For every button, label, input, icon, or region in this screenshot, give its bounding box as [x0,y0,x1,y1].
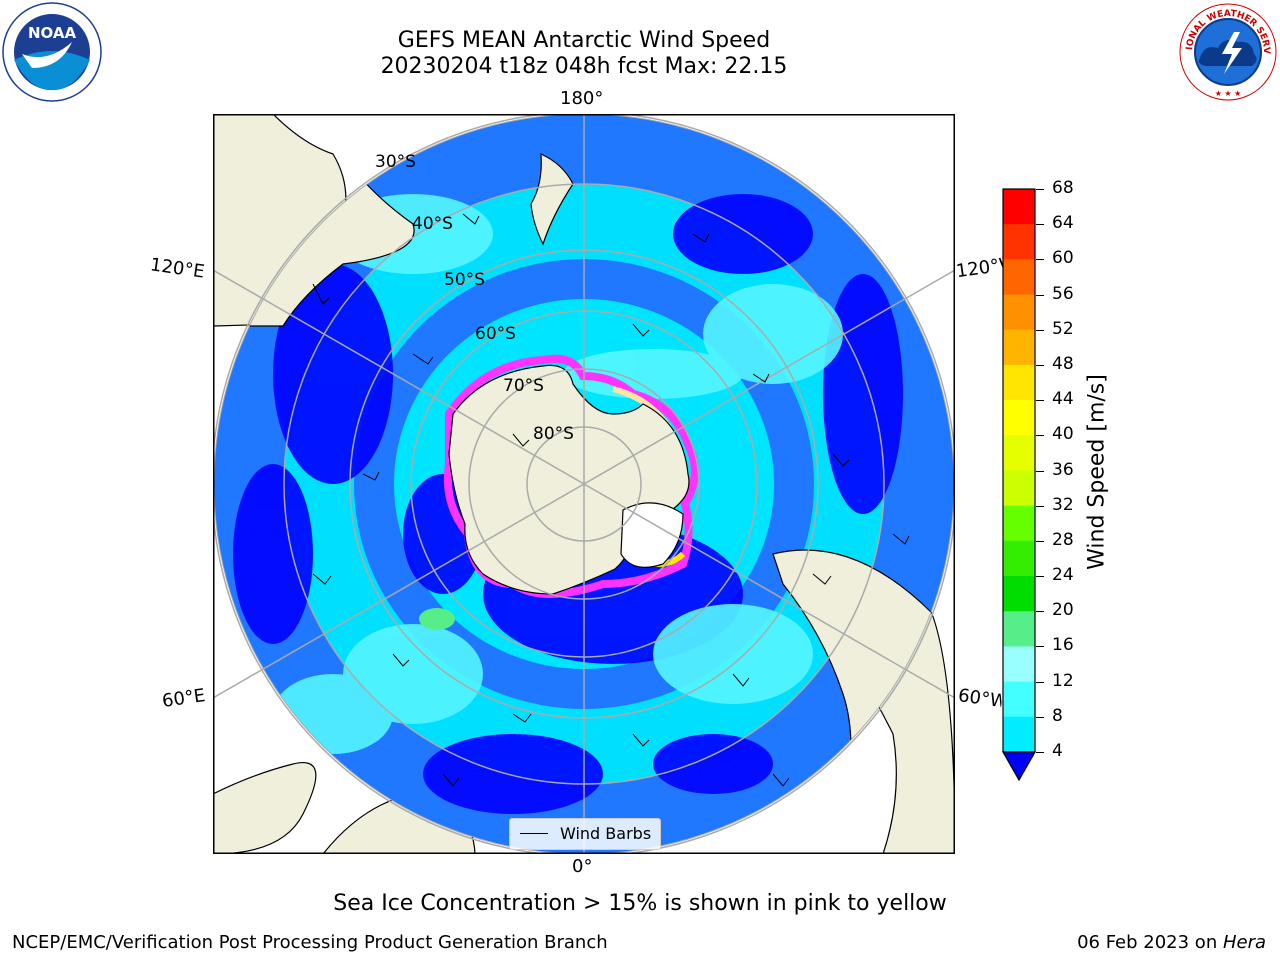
colorbar-segment [1003,435,1035,471]
colorbar-tick-label: 40 [1052,424,1074,445]
colorbar-tick-mark [1036,540,1044,542]
colorbar-segment [1003,364,1035,401]
lon-label-60w: 60°W [956,685,1004,712]
noaa-logo-text: NOAA [28,24,77,42]
colorbar-segment [1003,540,1035,577]
colorbar-tick-mark [1036,716,1044,718]
map-title: GEFS MEAN Antarctic Wind Speed [397,28,771,53]
colorbar-tick-mark [1036,364,1044,366]
colorbar-tick-label: 28 [1052,529,1074,550]
sea-ice-caption: Sea Ice Concentration > 15% is shown in … [333,891,947,916]
colorbar-segment [1003,224,1035,260]
colorbar-tick-label: 4 [1052,741,1063,761]
footer-host: Hera [1222,932,1266,953]
lon-label-120e: 120°E [148,254,206,283]
lon-label-0: 0° [572,856,593,877]
colorbar-segment [1003,681,1035,718]
colorbar-tick-label: 36 [1052,459,1074,480]
lat-label-40s: 40°S [412,214,453,234]
lat-label-60s: 60°S [475,324,516,344]
colorbar-tick-mark [1036,752,1044,753]
colorbar-tick-mark [1036,259,1044,261]
colorbar-tick-mark [1036,329,1044,331]
colorbar-tick-label: 44 [1052,389,1074,410]
colorbar-tick-label: 16 [1052,635,1074,656]
colorbar-segment [1003,716,1035,753]
polar-map [213,114,955,854]
colorbar-extend [1001,751,1037,782]
colorbar-tick-label: 56 [1052,283,1074,304]
colorbar-tick-mark [1036,470,1044,472]
lat-label-70s: 70°S [503,376,544,396]
lon-label-60e: 60°E [160,685,207,712]
colorbar-tick-label: 8 [1052,705,1063,726]
lat-label-30s: 30°S [375,152,416,172]
lon-label-180: 180° [560,88,604,109]
colorbar-tick-label: 32 [1052,494,1074,515]
footer-date-text: 06 Feb 2023 on [1077,932,1223,953]
colorbar-tick-mark [1036,435,1044,437]
colorbar-tick-mark [1036,646,1044,648]
colorbar-tick-label: 24 [1052,565,1074,586]
colorbar-segments [1003,189,1035,753]
colorbar-segment [1003,400,1035,436]
nws-logo: NATIONAL WEATHER SERVICE ★ ★ ★ [1174,0,1278,102]
colorbar-segment [1003,259,1035,296]
footer-date: 06 Feb 2023 on Hera [1077,932,1266,953]
colorbar-tick-mark [1036,189,1044,190]
colorbar-tick-mark [1036,505,1044,507]
svg-text:★ ★ ★: ★ ★ ★ [1215,89,1242,98]
colorbar-tick-label: 12 [1052,670,1074,691]
colorbar-tick-mark [1036,224,1044,226]
colorbar-tick-label: 68 [1052,178,1074,198]
colorbar-segment [1003,189,1035,225]
antarctica [448,364,690,595]
colorbar [1001,188,1037,782]
colorbar-tick-label: 48 [1052,353,1074,374]
colorbar-tick-label: 64 [1052,213,1074,234]
colorbar-segment [1003,646,1035,683]
colorbar-tick-mark [1036,611,1044,613]
colorbar-segment [1003,611,1035,647]
legend-label: Wind Barbs [560,824,652,843]
noaa-logo: NOAA [2,2,102,102]
map-legend: Wind Barbs [509,818,661,850]
colorbar-tick-label: 20 [1052,600,1074,621]
legend-line-swatch [520,833,548,834]
colorbar-tick-label: 60 [1052,248,1074,269]
map-panel: Wind Barbs [213,114,955,854]
colorbar-tick-mark [1036,294,1044,296]
wind-barbs [312,213,910,787]
colorbar-label: Wind Speed [m/s] [1084,374,1110,570]
footer-credit: NCEP/EMC/Verification Post Processing Pr… [12,932,608,953]
colorbar-tick-mark [1036,400,1044,402]
colorbar-segment [1003,294,1035,331]
lat-label-50s: 50°S [444,270,485,290]
map-subtitle: 20230204 t18z 048h fcst Max: 22.15 [380,54,788,79]
colorbar-tick-mark [1036,576,1044,578]
lat-label-80s: 80°S [533,424,574,444]
graticule [214,115,954,853]
colorbar-segment [1003,505,1035,542]
colorbar-segment [1003,329,1035,366]
colorbar-tick-label: 52 [1052,318,1074,339]
colorbar-tick-mark [1036,681,1044,683]
colorbar-segment [1003,470,1035,507]
colorbar-segment [1003,576,1035,612]
lon-label-120w: 120°W [954,254,1006,283]
